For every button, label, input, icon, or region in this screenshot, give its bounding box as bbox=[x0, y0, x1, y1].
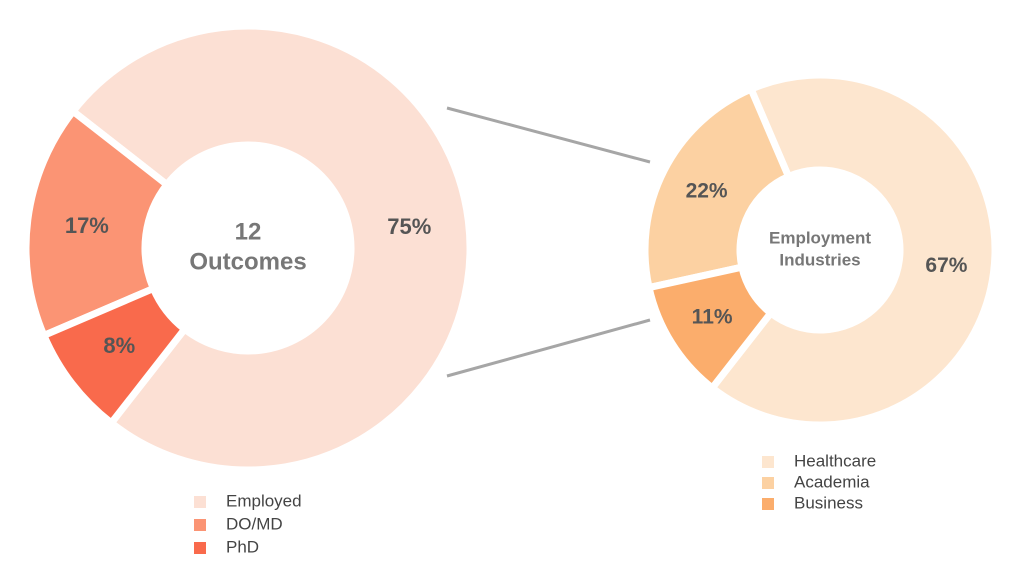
value-label: 8% bbox=[103, 333, 135, 358]
pie-slice bbox=[68, 22, 474, 474]
legend-label: Employed bbox=[226, 491, 302, 510]
connector-line bbox=[446, 318, 651, 378]
legend-swatch bbox=[194, 496, 206, 508]
pie-slice bbox=[644, 263, 776, 393]
value-label: 17% bbox=[65, 213, 109, 238]
pie-slice bbox=[22, 106, 172, 341]
value-label: 22% bbox=[686, 179, 728, 202]
legend-swatch bbox=[762, 498, 774, 510]
legend-swatch bbox=[194, 542, 206, 554]
legend-label: DO/MD bbox=[226, 514, 283, 533]
value-label: 75% bbox=[387, 214, 431, 239]
legend-label: PhD bbox=[226, 537, 259, 556]
legend-swatch bbox=[762, 456, 774, 468]
legend-swatch bbox=[194, 519, 206, 531]
pie-slice bbox=[39, 283, 190, 428]
legend-label: Business bbox=[794, 493, 863, 512]
value-label: 11% bbox=[692, 305, 733, 328]
center-label: Outcomes bbox=[189, 248, 306, 275]
connector-line bbox=[446, 106, 651, 164]
center-label: Industries bbox=[779, 250, 860, 269]
center-label: 12 bbox=[235, 218, 262, 245]
legend-swatch bbox=[762, 477, 774, 489]
legend-label: Academia bbox=[794, 472, 870, 491]
pie-slice bbox=[641, 84, 794, 292]
center-label: Employment bbox=[769, 228, 871, 247]
legend-label: Healthcare bbox=[794, 451, 876, 470]
value-label: 67% bbox=[925, 254, 967, 277]
